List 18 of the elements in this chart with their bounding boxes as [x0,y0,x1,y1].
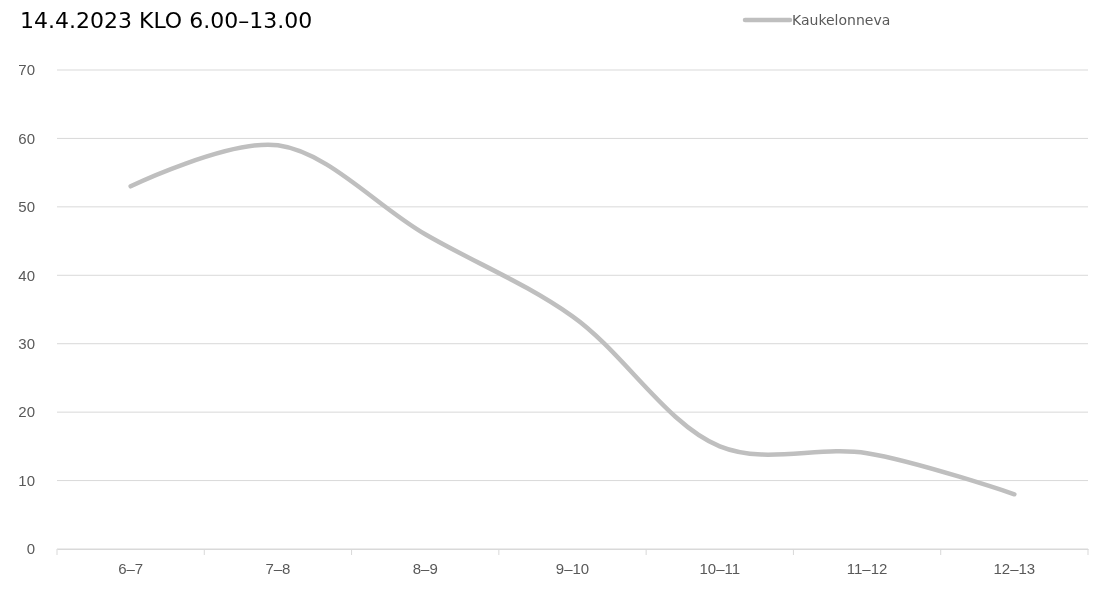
y-tick-label: 70 [18,61,35,79]
y-tick-label: 40 [18,266,35,284]
y-tick-label: 50 [18,198,35,216]
y-tick-label: 60 [18,129,35,147]
x-tick-label: 8–9 [412,559,438,577]
chart-title: 14.4.2023 KLO 6.00–13.00 [20,8,313,33]
x-tick-label: 7–8 [265,559,291,577]
x-tick-label: 6–7 [118,559,144,577]
y-tick-label: 20 [18,403,35,421]
line-series [128,142,1017,497]
x-tick-label: 10–11 [699,559,741,577]
x-tick-label: 12–13 [993,559,1036,577]
x-tick-label: 11–12 [846,559,888,577]
y-tick-label: 0 [26,540,35,558]
legend-label: Kaukelonneva [792,12,891,28]
y-tick-label: 30 [18,335,35,353]
x-tick-label: 9–10 [555,559,590,577]
y-tick-label: 10 [18,471,35,489]
